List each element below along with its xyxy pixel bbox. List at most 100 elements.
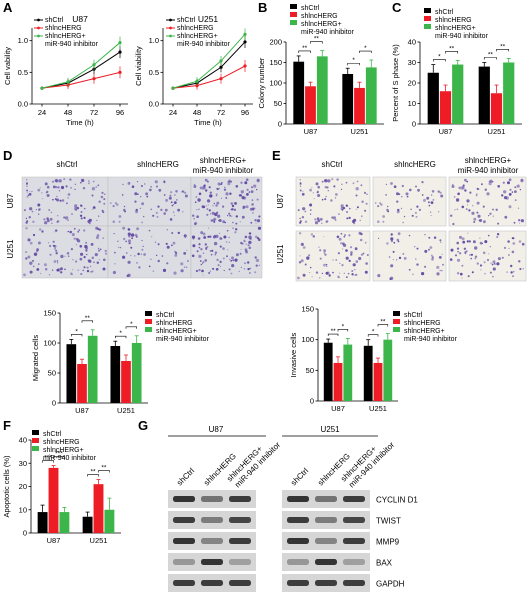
panel-a-u251-line-0 — [172, 41, 246, 89]
panel-d-micro-cell-1-43 — [184, 194, 188, 198]
panel-e-micro-cell-1-49 — [426, 196, 430, 200]
panel-e-micro-cell-0-67 — [299, 182, 302, 185]
panel-d-micro-cell-3-21 — [102, 237, 105, 240]
panel-d-micro-cell-3-60 — [27, 238, 31, 242]
panel-d-micro-cell-3-31 — [51, 269, 54, 271]
panel-g-western-blot: U87 U251 shCtrl shlncHERGshlncHERG+miR-94… — [168, 425, 418, 592]
panel-d-micro-cell-0-96 — [100, 195, 104, 199]
panel-b-sig-bracket-3 — [359, 50, 372, 54]
panel-e-micro-cell-3-48 — [351, 270, 354, 272]
panel-e-micro-cell-1-18 — [437, 190, 440, 193]
panel-d-micro-cell-4-31 — [166, 262, 169, 265]
panel-d-micro-cell-5-37 — [198, 268, 201, 272]
panel-e-micro-cell-5-49 — [496, 262, 500, 266]
panel-d-micro-cell-4-32 — [143, 253, 147, 256]
panel-d-micro-cell-4-3 — [152, 270, 155, 272]
panel-d-micro-cell-1-22 — [110, 202, 112, 204]
panel-e-micro-cell-5-1 — [492, 275, 494, 278]
panel-d-sig-2: * — [119, 330, 122, 337]
panel-d-micro-cell-2-33 — [217, 214, 221, 218]
panel-d-micro-cell-2-47 — [192, 214, 195, 217]
panel-d-micro-cell-5-68 — [247, 267, 250, 271]
panel-a-u251-line-1 — [172, 65, 246, 89]
panel-d-micro-cell-0-58 — [49, 217, 53, 221]
panel-d-micro-cell-5-48 — [209, 250, 212, 252]
panel-d-micro-cell-4-46 — [180, 269, 184, 273]
panel-d-micro-cell-3-87 — [66, 252, 70, 255]
panel-d-micro-cell-5-50 — [223, 235, 227, 239]
panel-e-micro-cell-3-4 — [319, 249, 322, 252]
panel-e-micro-cell-5-5 — [468, 240, 471, 243]
panel-d-micro-cell-1-8 — [173, 214, 175, 216]
panel-e-micro-cell-5-73 — [470, 253, 473, 256]
panel-d-micro-cell-0-92 — [57, 215, 59, 217]
panel-d-micro-cell-3-39 — [91, 256, 95, 260]
panel-f-bar-U251-1 — [93, 484, 104, 533]
panel-d-micro-cell-4-23 — [137, 252, 140, 256]
panel-d-micro-cell-5-73 — [211, 249, 214, 252]
panel-e-micro-cell-4-45 — [421, 272, 425, 276]
panel-e-micro-cell-3-35 — [312, 235, 315, 238]
panel-a-u87-xtick-2: 72 — [90, 108, 98, 117]
panel-d-micro-cell-4-7 — [148, 229, 151, 232]
panel-d-micro-cell-4-51 — [142, 245, 144, 247]
panel-e-micro-cell-0-58 — [319, 217, 323, 221]
panel-a-u251-xtick-1: 48 — [193, 108, 201, 117]
panel-d-micro-cell-5-81 — [213, 234, 217, 237]
panel-e-micro-cell-5-22 — [474, 257, 477, 260]
panel-d-sig-bracket-1 — [81, 320, 93, 323]
panel-d-micro-cell-0-44 — [74, 183, 77, 185]
panel-e-micro-cell-2-19 — [502, 181, 505, 184]
panel-d-micro-cell-5-72 — [234, 231, 237, 234]
panel-e-micro-cell-3-50 — [346, 276, 348, 279]
panel-e-micro-cell-2-54 — [501, 194, 504, 197]
panel-d-micro-cell-0-78 — [98, 215, 100, 217]
panel-e-micro-cell-1-8 — [430, 214, 432, 216]
panel-d-micro-cell-0-101 — [92, 206, 96, 210]
panel-d-micro-cell-5-11 — [219, 237, 223, 240]
panel-e-micro-cell-3-69 — [358, 231, 362, 235]
panel-e-micro-cell-0-26 — [309, 188, 312, 192]
panel-d-micro-cell-2-93 — [242, 205, 246, 209]
panel-d-micro-cell-5-44 — [218, 232, 221, 235]
panel-d-micro-cell-1-32 — [139, 207, 141, 209]
panel-b-ytick-2: 100 — [269, 79, 282, 88]
panel-d-header-shctrl: shCtrl — [57, 160, 78, 169]
panel-e-micro-cell-4-38 — [441, 269, 443, 272]
panel-d-micro-cell-3-101 — [98, 259, 100, 261]
panel-e-micro-cell-5-13 — [466, 240, 469, 243]
panel-d-micro-cell-2-114 — [252, 212, 254, 214]
panel-e-micro-cell-2-23 — [464, 189, 467, 192]
panel-a-u251-point-2-0 — [171, 86, 175, 90]
panel-a-u87-point-2-0 — [40, 86, 44, 90]
blot-u251-band-0-1 — [315, 496, 337, 502]
panel-e-micro-cell-2-66 — [517, 207, 520, 209]
panel-d-micro-cell-0-93 — [52, 185, 56, 189]
panel-c-bar-U87-0 — [427, 72, 439, 124]
panel-e-micro-cell-4-33 — [428, 236, 431, 239]
panel-e-micro-cell-0-57 — [309, 203, 313, 207]
panel-e-micro-cell-0-6 — [326, 186, 329, 189]
panel-d-micro-cell-5-1 — [230, 272, 233, 275]
panel-e-micro-cell-0-64 — [316, 190, 319, 193]
panel-d-micro-cell-4-33 — [171, 232, 174, 234]
panel-e-micro-cell-3-6 — [304, 263, 307, 266]
panel-e-micro-cell-0-80 — [332, 216, 337, 220]
panel-d-micro-cell-3-91 — [32, 233, 36, 237]
panel-d-micro-cell-3-53 — [73, 237, 76, 240]
panel-e-micro-cell-0-20 — [355, 187, 359, 191]
panel-d-micro-cell-1-57 — [181, 191, 183, 193]
panel-e-micro-cell-2-55 — [452, 183, 454, 186]
panel-d-ylabel: Migrated cells — [31, 335, 40, 382]
panel-f-sig-bracket-2 — [87, 474, 99, 477]
panel-d-micro-cell-5-70 — [201, 270, 204, 273]
panel-d-micro-cell-1-55 — [141, 202, 145, 206]
panel-d-micro-cell-5-28 — [206, 246, 209, 248]
panel-e-micro-cell-3-37 — [324, 253, 327, 256]
panel-d-micro-cell-2-91 — [258, 215, 261, 218]
panel-e-micro-cell-0-38 — [348, 216, 351, 219]
panel-e-sig-bracket-0 — [327, 333, 339, 337]
panel-e-micro-cell-2-31 — [520, 178, 524, 182]
panel-e-micro-cell-2-75 — [513, 221, 516, 224]
panel-a-u87-xtick-1: 48 — [64, 108, 72, 117]
